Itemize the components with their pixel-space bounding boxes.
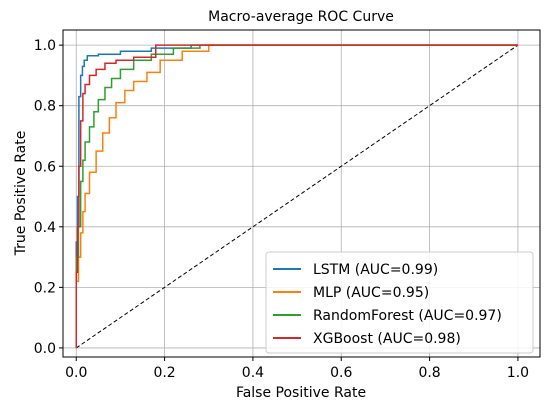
chart-title: Macro-average ROC Curve bbox=[208, 9, 394, 25]
x-tick-label: 0.0 bbox=[65, 365, 87, 381]
legend-label: LSTM (AUC=0.99) bbox=[313, 262, 438, 278]
legend-box bbox=[265, 251, 534, 354]
axis-ticks: 0.0 0.2 0.4 0.6 0.8 1.0 0.0 0.2 0.4 0.6 0.8 1.0 bbox=[34, 38, 529, 381]
x-tick-label: 1.0 bbox=[507, 365, 529, 381]
grid-lines bbox=[63, 30, 540, 357]
roc-series bbox=[75, 44, 518, 348]
roc-line-series-1 bbox=[75, 44, 518, 348]
x-axis-title: False Positive Rate bbox=[236, 385, 366, 401]
x-tick-label: 0.6 bbox=[330, 365, 352, 381]
y-tick-label: 0.8 bbox=[34, 99, 56, 115]
plot-frame bbox=[62, 29, 541, 358]
legend-label: RandomForest (AUC=0.97) bbox=[313, 308, 502, 324]
y-tick-label: 0.0 bbox=[34, 341, 56, 357]
y-tick-label: 0.2 bbox=[34, 280, 56, 296]
legend-label: XGBoost (AUC=0.98) bbox=[313, 331, 461, 347]
y-axis-title: True Positive Rate bbox=[13, 131, 29, 257]
y-tick-label: 1.0 bbox=[34, 38, 56, 54]
roc-line-series-2 bbox=[75, 44, 518, 348]
x-tick-label: 0.8 bbox=[418, 365, 440, 381]
roc-line-series-3 bbox=[75, 44, 518, 348]
chance-diagonal-line bbox=[75, 44, 519, 349]
x-tick-label: 0.2 bbox=[153, 365, 175, 381]
legend: LSTM (AUC=0.99) MLP (AUC=0.95) RandomFores… bbox=[265, 251, 534, 354]
y-tick-label: 0.6 bbox=[34, 159, 56, 175]
legend-label: MLP (AUC=0.95) bbox=[313, 285, 429, 301]
x-tick-label: 0.4 bbox=[242, 365, 264, 381]
y-tick-label: 0.4 bbox=[34, 220, 56, 236]
